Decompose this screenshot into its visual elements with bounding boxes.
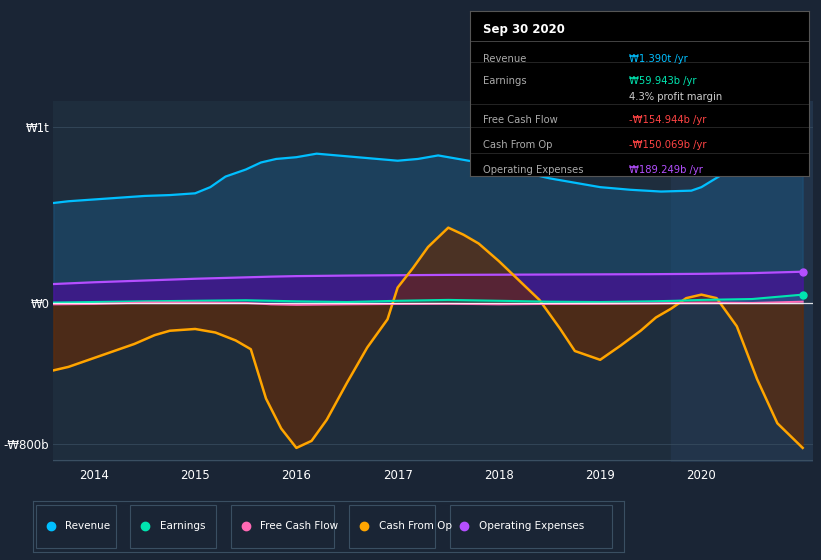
Text: ₩1.390t /yr: ₩1.390t /yr: [629, 54, 688, 64]
Text: Cash From Op: Cash From Op: [378, 521, 452, 531]
Text: Earnings: Earnings: [160, 521, 205, 531]
Text: Revenue: Revenue: [484, 54, 526, 64]
Text: -₩154.944b /yr: -₩154.944b /yr: [629, 115, 706, 125]
Text: 4.3% profit margin: 4.3% profit margin: [629, 92, 722, 102]
Text: Operating Expenses: Operating Expenses: [484, 165, 584, 175]
Text: ₩189.249b /yr: ₩189.249b /yr: [629, 165, 703, 175]
Text: -₩150.069b /yr: -₩150.069b /yr: [629, 140, 707, 150]
Text: Earnings: Earnings: [484, 76, 527, 86]
Text: Free Cash Flow: Free Cash Flow: [484, 115, 558, 125]
Bar: [671, 101, 813, 462]
Text: Sep 30 2020: Sep 30 2020: [484, 23, 565, 36]
Text: Cash From Op: Cash From Op: [484, 140, 553, 150]
Text: Revenue: Revenue: [66, 521, 111, 531]
Text: Operating Expenses: Operating Expenses: [479, 521, 585, 531]
Text: Free Cash Flow: Free Cash Flow: [260, 521, 338, 531]
Text: ₩59.943b /yr: ₩59.943b /yr: [629, 76, 696, 86]
